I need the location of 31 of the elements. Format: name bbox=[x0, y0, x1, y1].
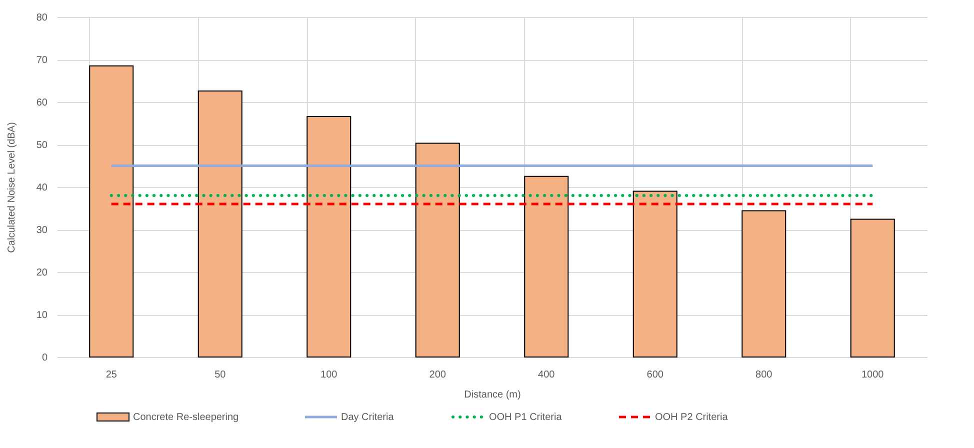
bar bbox=[415, 142, 460, 358]
y-tick-label: 50 bbox=[36, 140, 48, 151]
x-tick-label: 600 bbox=[646, 370, 664, 380]
legend-label: OOH P1 Criteria bbox=[489, 412, 562, 423]
x-tick-label: 400 bbox=[538, 370, 556, 380]
legend-label: Day Criteria bbox=[341, 412, 394, 423]
y-tick-label: 20 bbox=[36, 268, 48, 278]
bar bbox=[742, 210, 786, 358]
bar bbox=[524, 176, 569, 358]
x-tick-label: 200 bbox=[429, 370, 446, 380]
x-tick-label: 1000 bbox=[862, 370, 884, 380]
bar bbox=[850, 218, 895, 358]
y-tick-label: 40 bbox=[36, 182, 48, 194]
x-axis-title: Distance (m) bbox=[464, 390, 521, 400]
y-axis-title: Calculated Noise Level (dBA) bbox=[6, 122, 18, 253]
bar bbox=[306, 116, 352, 358]
legend-label: OOH P2 Criteria bbox=[655, 412, 728, 423]
legend-label: Concrete Re-sleepering bbox=[133, 412, 239, 423]
y-tick-label: 0 bbox=[42, 352, 48, 364]
y-tick-label: 30 bbox=[36, 225, 48, 236]
y-tick-label: 70 bbox=[36, 55, 48, 66]
x-tick-label: 100 bbox=[320, 370, 338, 380]
bar bbox=[89, 65, 134, 358]
x-tick-label: 50 bbox=[214, 370, 226, 380]
y-tick-label: 10 bbox=[36, 310, 48, 321]
bar bbox=[198, 90, 242, 358]
y-tick-label: 80 bbox=[36, 12, 48, 24]
bar bbox=[632, 190, 678, 358]
x-tick-label: 800 bbox=[756, 370, 773, 380]
y-tick-label: 60 bbox=[36, 98, 48, 108]
x-tick-label: 25 bbox=[106, 370, 118, 380]
